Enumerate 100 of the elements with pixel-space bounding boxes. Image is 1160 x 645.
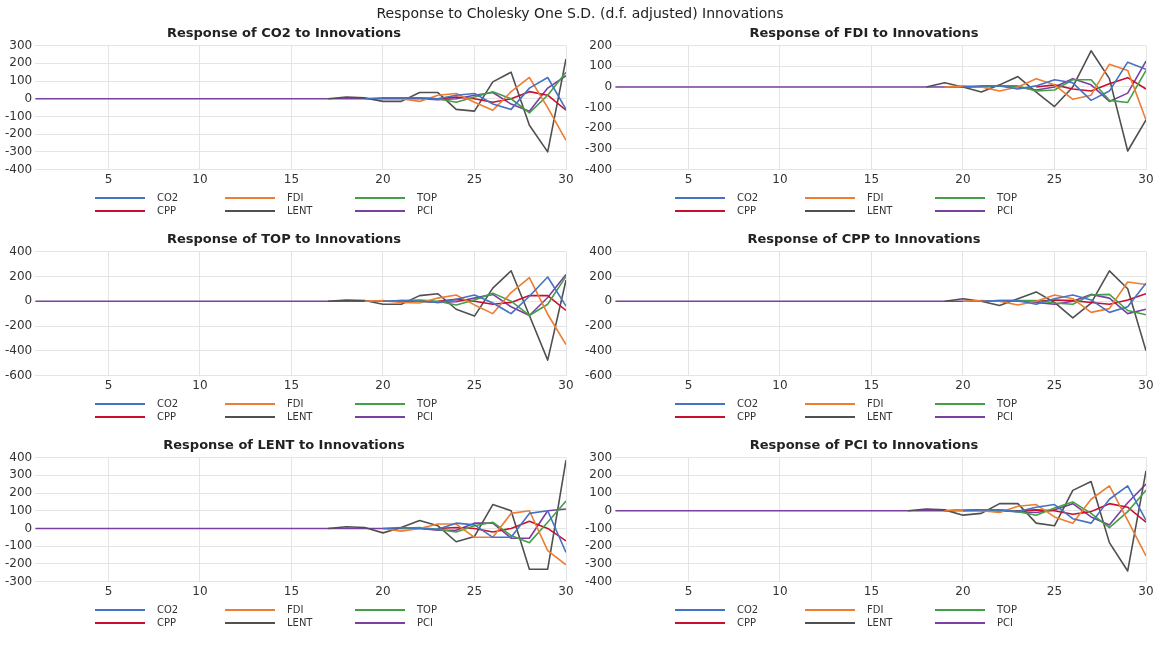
y-tick-label: 100 bbox=[589, 58, 613, 73]
x-tick-label: 5 bbox=[684, 583, 693, 598]
x-tick-label: 5 bbox=[104, 171, 113, 186]
legend-label: LENT bbox=[867, 617, 893, 629]
y-tick-label: -100 bbox=[585, 520, 613, 535]
legend-label: PCI bbox=[997, 617, 1013, 629]
y-tick-label: 300 bbox=[9, 37, 33, 52]
x-tick-label: 20 bbox=[955, 583, 971, 598]
legend-label: CO2 bbox=[157, 192, 179, 204]
x-tick-label: 10 bbox=[192, 583, 208, 598]
y-tick-label: 100 bbox=[589, 485, 613, 500]
legend-label: PCI bbox=[997, 205, 1013, 217]
legend-label: CPP bbox=[157, 617, 177, 629]
y-tick-label: -300 bbox=[585, 141, 613, 156]
legend-label: TOP bbox=[997, 398, 1018, 410]
y-tick-label: -400 bbox=[585, 573, 613, 588]
legend-label: FDI bbox=[867, 192, 884, 204]
x-tick-label: 30 bbox=[558, 583, 574, 598]
legend-label: CPP bbox=[737, 617, 757, 629]
x-tick-label: 15 bbox=[863, 377, 880, 392]
y-tick-label: -200 bbox=[585, 318, 613, 333]
x-tick-label: 20 bbox=[375, 583, 391, 598]
legend-label: FDI bbox=[867, 398, 884, 410]
x-tick-label: 30 bbox=[1138, 171, 1154, 186]
legend-label: TOP bbox=[417, 398, 438, 410]
y-tick-label: -600 bbox=[5, 367, 33, 382]
y-tick-label: 200 bbox=[9, 485, 33, 500]
y-tick-label: -200 bbox=[585, 538, 613, 553]
y-tick-label: 400 bbox=[589, 243, 613, 258]
legend-label: FDI bbox=[287, 398, 304, 410]
x-tick-label: 15 bbox=[863, 171, 880, 186]
x-tick-label: 20 bbox=[955, 377, 971, 392]
y-tick-label: 0 bbox=[24, 293, 33, 308]
y-tick-label: -100 bbox=[5, 538, 33, 553]
y-tick-label: -300 bbox=[5, 573, 33, 588]
legend-label: CPP bbox=[737, 411, 757, 423]
legend-label: CO2 bbox=[737, 604, 759, 616]
text: Response to Cholesky One S.D. (d.f. adjusted) Innovations bbox=[376, 5, 784, 21]
x-tick-label: 5 bbox=[104, 377, 113, 392]
chart-title: Response of TOP to Innovations bbox=[166, 231, 402, 247]
y-tick-label: -400 bbox=[585, 342, 613, 357]
y-tick-label: -200 bbox=[585, 120, 613, 135]
y-tick-label: 200 bbox=[589, 37, 613, 52]
y-tick-label: -400 bbox=[5, 342, 33, 357]
x-tick-label: 25 bbox=[1046, 171, 1063, 186]
y-tick-label: -200 bbox=[5, 318, 33, 333]
y-tick-label: 200 bbox=[9, 55, 33, 70]
legend-label: CPP bbox=[737, 205, 757, 217]
chart-title: Response of FDI to Innovations bbox=[749, 25, 979, 41]
x-tick-label: 15 bbox=[863, 583, 880, 598]
chart-title: Response of CPP to Innovations bbox=[747, 231, 981, 247]
y-tick-label: 300 bbox=[9, 467, 33, 482]
legend-label: CO2 bbox=[737, 192, 759, 204]
x-tick-label: 30 bbox=[558, 377, 574, 392]
x-tick-label: 25 bbox=[466, 171, 483, 186]
chart-title: Response of CO2 to Innovations bbox=[166, 25, 402, 41]
x-tick-label: 30 bbox=[1138, 583, 1154, 598]
x-tick-label: 25 bbox=[1046, 377, 1063, 392]
y-tick-label: 200 bbox=[9, 268, 33, 283]
x-tick-label: 10 bbox=[772, 377, 788, 392]
x-tick-label: 30 bbox=[1138, 377, 1154, 392]
legend-label: TOP bbox=[997, 192, 1018, 204]
x-tick-label: 10 bbox=[772, 171, 788, 186]
x-tick-label: 5 bbox=[684, 377, 693, 392]
x-tick-label: 15 bbox=[283, 171, 300, 186]
legend-label: CO2 bbox=[737, 398, 759, 410]
legend-label: LENT bbox=[867, 205, 893, 217]
y-tick-label: -200 bbox=[5, 556, 33, 571]
legend-label: PCI bbox=[417, 411, 433, 423]
y-tick-label: -600 bbox=[585, 367, 613, 382]
x-tick-label: 5 bbox=[104, 583, 113, 598]
legend-label: CO2 bbox=[157, 398, 179, 410]
y-tick-label: 100 bbox=[9, 73, 33, 88]
y-tick-label: 100 bbox=[9, 502, 33, 517]
y-tick-label: 0 bbox=[24, 90, 33, 105]
legend-label: CO2 bbox=[157, 604, 179, 616]
y-tick-label: 200 bbox=[589, 268, 613, 283]
legend-label: LENT bbox=[287, 617, 313, 629]
x-tick-label: 5 bbox=[684, 171, 693, 186]
y-tick-label: 0 bbox=[604, 502, 613, 517]
y-tick-label: 400 bbox=[9, 449, 33, 464]
x-tick-label: 10 bbox=[772, 583, 788, 598]
chart-title: Response of LENT to Innovations bbox=[163, 437, 405, 453]
legend-label: PCI bbox=[417, 205, 433, 217]
legend-label: LENT bbox=[287, 411, 313, 423]
legend-label: TOP bbox=[997, 604, 1018, 616]
x-tick-label: 25 bbox=[1046, 583, 1063, 598]
legend-label: LENT bbox=[867, 411, 893, 423]
x-tick-label: 20 bbox=[375, 171, 391, 186]
x-tick-label: 20 bbox=[955, 171, 971, 186]
legend-label: TOP bbox=[417, 192, 438, 204]
x-tick-label: 10 bbox=[192, 377, 208, 392]
y-tick-label: -100 bbox=[585, 99, 613, 114]
y-tick-label: -400 bbox=[5, 161, 33, 176]
y-tick-label: -300 bbox=[585, 556, 613, 571]
x-tick-label: 25 bbox=[466, 377, 483, 392]
x-tick-label: 10 bbox=[192, 171, 208, 186]
legend-label: TOP bbox=[417, 604, 438, 616]
y-tick-label: 300 bbox=[589, 449, 613, 464]
legend-label: FDI bbox=[867, 604, 884, 616]
